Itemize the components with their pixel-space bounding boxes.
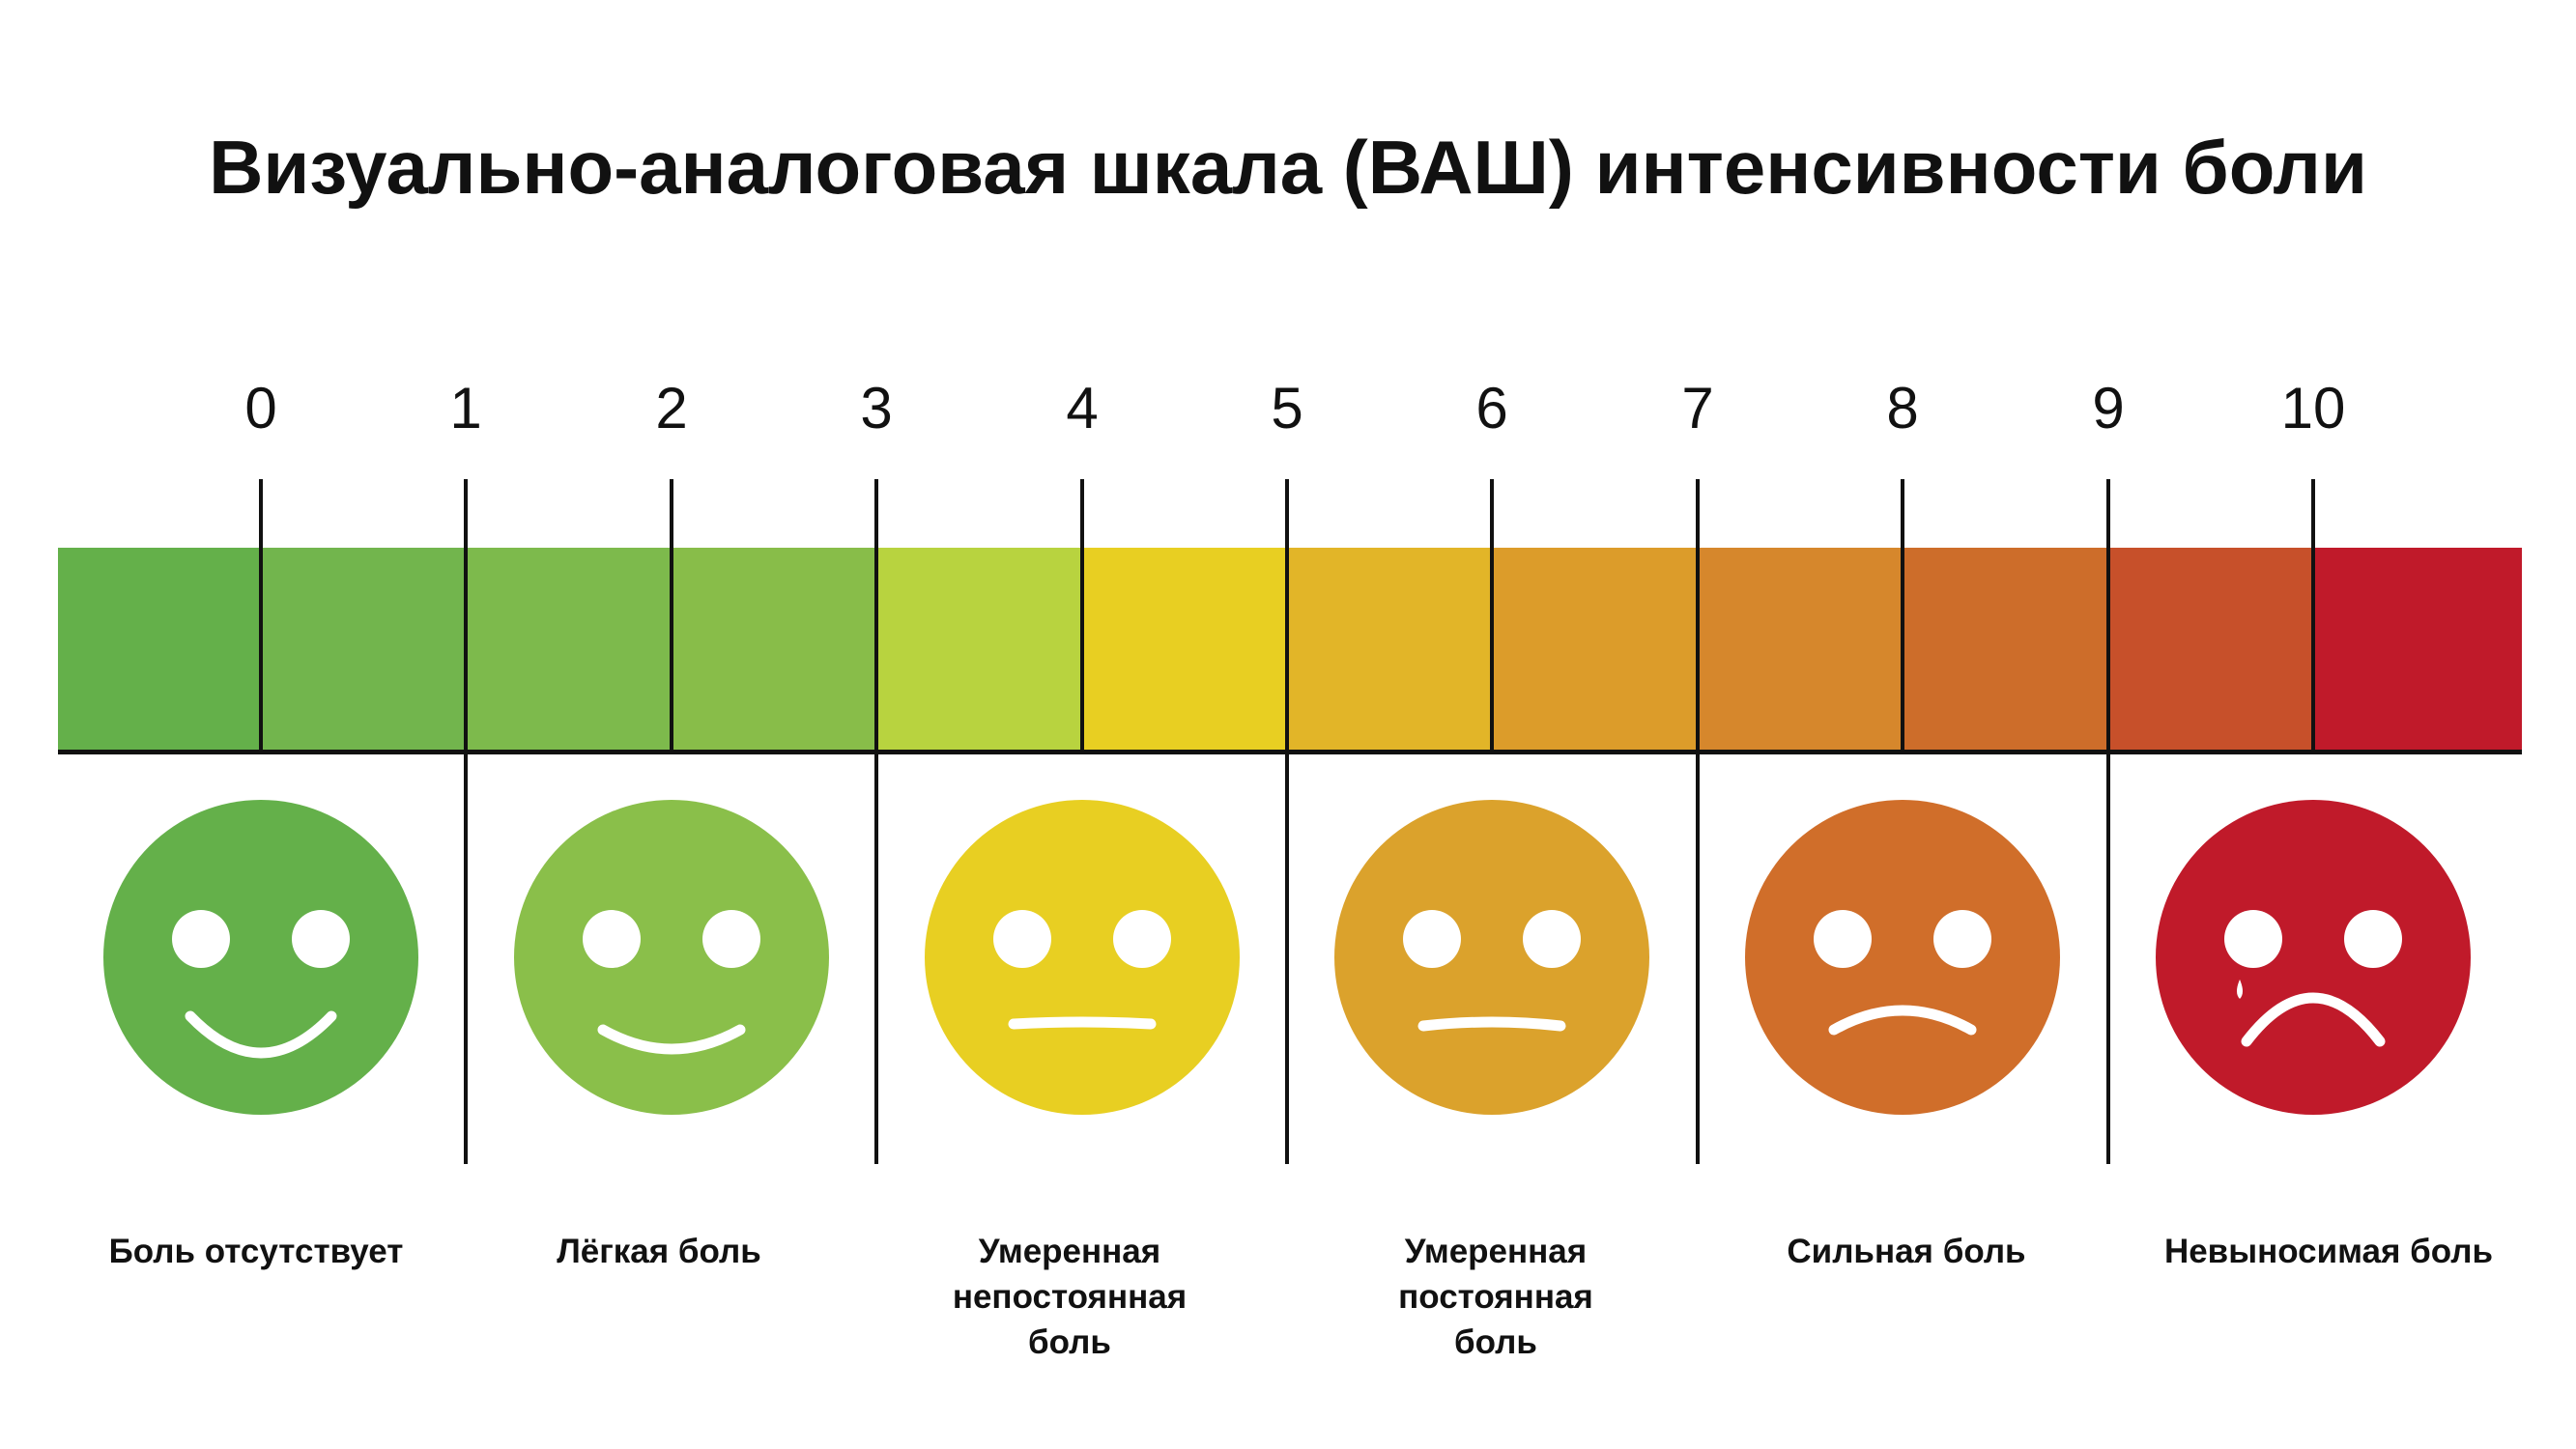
- label-line: боль: [1454, 1323, 1537, 1361]
- tick-9: [2106, 479, 2110, 1164]
- face-neutral-icon: [925, 800, 1240, 1115]
- tick-label-2: 2: [655, 376, 688, 440]
- bar-segment-9: [1903, 548, 2109, 753]
- label-line: Лёгкая боль: [557, 1233, 761, 1270]
- tick-7: [1696, 479, 1700, 1164]
- tick-0: [259, 479, 263, 753]
- bar-segment-10: [2108, 548, 2314, 753]
- scale-baseline: [58, 750, 2522, 754]
- label-moderate-intermittent-pain: Умеренная непостоянная боль: [867, 1229, 1273, 1365]
- tick-label-10: 10: [2280, 376, 2346, 440]
- label-no-pain: Боль отсутствует: [53, 1229, 459, 1274]
- face-crying-icon: [2156, 800, 2471, 1115]
- label-line: Боль отсутствует: [108, 1233, 404, 1270]
- tick-4: [1080, 479, 1084, 753]
- bar-segment-5: [1082, 548, 1288, 753]
- label-severe-pain: Сильная боль: [1703, 1229, 2109, 1274]
- face-big-smile-icon: [103, 800, 418, 1115]
- tick-1: [464, 479, 468, 1164]
- tick-8: [1901, 479, 1904, 753]
- bar-segment-2: [466, 548, 673, 753]
- face-smile-icon: [514, 800, 829, 1115]
- tick-6: [1490, 479, 1494, 753]
- tick-label-7: 7: [1681, 376, 1714, 440]
- label-line: Умеренная: [978, 1233, 1161, 1270]
- tick-3: [874, 479, 878, 1164]
- label-line: Умеренная: [1404, 1233, 1588, 1270]
- page-title: Визуально-аналоговая шкала (ВАШ) интенси…: [209, 125, 2367, 210]
- bar-segment-1: [261, 548, 467, 753]
- label-unbearable-pain: Невыносимая боль: [2126, 1229, 2532, 1274]
- tick-label-8: 8: [1886, 376, 1919, 440]
- tick-label-5: 5: [1271, 376, 1303, 440]
- label-line: боль: [1028, 1323, 1111, 1361]
- tick-label-0: 0: [244, 376, 277, 440]
- bar-segment-0: [58, 548, 262, 753]
- tick-label-6: 6: [1475, 376, 1508, 440]
- label-line: постоянная: [1398, 1278, 1593, 1316]
- label-line: непостоянная: [952, 1278, 1188, 1316]
- label-mild-pain: Лёгкая боль: [456, 1229, 862, 1274]
- tick-label-1: 1: [449, 376, 482, 440]
- face-flat-icon: [1334, 800, 1649, 1115]
- face-frown-icon: [1745, 800, 2060, 1115]
- bar-segment-11: [2313, 548, 2522, 753]
- tick-label-4: 4: [1066, 376, 1099, 440]
- label-moderate-constant-pain: Умеренная постоянная боль: [1293, 1229, 1699, 1365]
- bar-segment-8: [1698, 548, 1903, 753]
- tick-label-9: 9: [2092, 376, 2125, 440]
- label-line: Сильная боль: [1787, 1233, 2026, 1270]
- tick-10: [2311, 479, 2315, 753]
- bar-segment-4: [876, 548, 1083, 753]
- tick-2: [670, 479, 673, 753]
- label-line: Невыносимая боль: [2163, 1233, 2494, 1270]
- tick-label-3: 3: [860, 376, 893, 440]
- bar-segment-3: [672, 548, 877, 753]
- pain-scale-bar: [58, 548, 2522, 753]
- tick-5: [1285, 479, 1289, 1164]
- bar-segment-6: [1287, 548, 1493, 753]
- bar-segment-7: [1492, 548, 1699, 753]
